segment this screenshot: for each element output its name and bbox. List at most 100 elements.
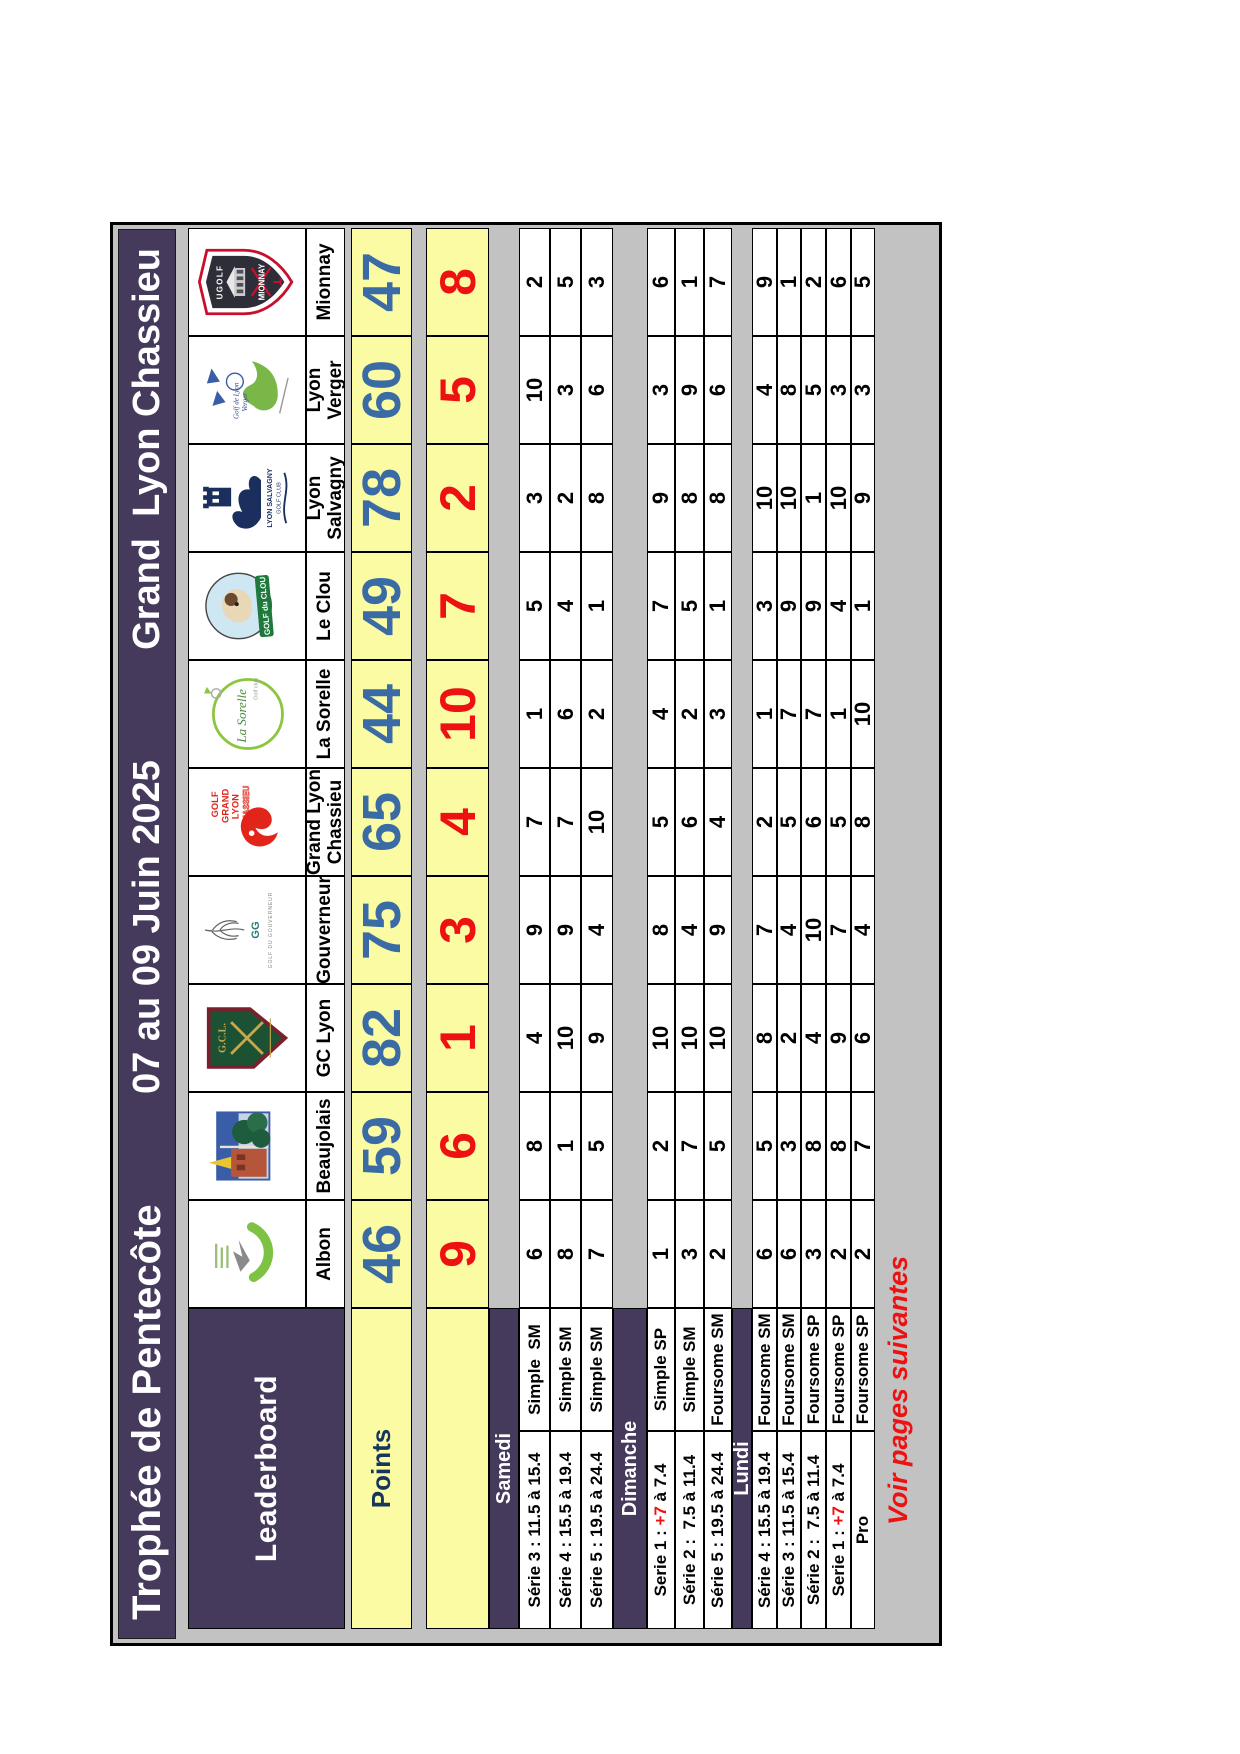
score-cell: 4 (675, 876, 704, 984)
score-cell: 9 (550, 876, 581, 984)
series-label-highlight: +7 (651, 1506, 670, 1526)
score-cell: 5 (675, 552, 704, 660)
club-name-cell: La Sorelle (306, 660, 345, 768)
club-name-cell: Le Clou (306, 552, 345, 660)
svg-text:GG: GG (250, 921, 262, 939)
score-cell: 10 (851, 660, 875, 768)
series-label-cell: Série 5 : 19.5 à 24.4 (704, 1431, 732, 1629)
albon-club-logo-icon (188, 1200, 306, 1308)
score-cell: 7 (647, 552, 675, 660)
club-name-cell: Grand Lyon Chassieu (306, 768, 345, 876)
score-cell: 8 (550, 1200, 581, 1308)
score-cell: 10 (826, 444, 851, 552)
score-cell: 8 (851, 768, 875, 876)
club-points-cell: 65 (351, 768, 412, 876)
svg-text:MIONNAY: MIONNAY (258, 263, 267, 300)
series-label-highlight: +7 (828, 1506, 848, 1526)
score-cell: 7 (801, 660, 826, 768)
series-label-pre: Série 4 : 15.5 à 19.4 (754, 1452, 774, 1608)
series-label-cell: Série 3 : 11.5 à 15.4 (777, 1431, 801, 1629)
score-cell: 6 (550, 660, 581, 768)
score-cell: 4 (851, 876, 875, 984)
club-rank-cell: 5 (426, 336, 489, 444)
series-format-cell: Simple SM (581, 1308, 613, 1431)
host-club: Grand Lyon Chassieu (125, 248, 168, 650)
score-cell: 8 (752, 984, 777, 1092)
club-name-cell: Lyon Salvagny (306, 444, 345, 552)
score-cell: 9 (581, 984, 613, 1092)
score-cell: 8 (704, 444, 732, 552)
club-rank-cell: 6 (426, 1092, 489, 1200)
club-name-cell: Albon (306, 1200, 345, 1308)
score-cell: 9 (647, 444, 675, 552)
score-cell: 8 (826, 1092, 851, 1200)
score-cell: 5 (777, 768, 801, 876)
event-dates: 07 au 09 Juin 2025 (125, 760, 168, 1094)
series-format-cell: Foursome SM (777, 1308, 801, 1431)
score-cell: 1 (801, 444, 826, 552)
score-cell: 9 (675, 336, 704, 444)
series-label-cell: Série 4 : 15.5 à 19.4 (752, 1431, 777, 1629)
club-points-cell: 78 (351, 444, 412, 552)
score-cell: 4 (777, 876, 801, 984)
gc-lyon-club-logo-icon: G.C.L. (188, 984, 306, 1092)
series-format-cell: Foursome SP (851, 1308, 875, 1431)
score-cell: 1 (777, 228, 801, 336)
day-band-1: Dimanche (613, 1308, 647, 1629)
series-label-post: à 7.4 (828, 1463, 848, 1507)
series-label-pre: Série 3 : 11.5 à 15.4 (779, 1452, 798, 1608)
score-cell: 2 (704, 1200, 732, 1308)
score-cell: 2 (647, 1092, 675, 1200)
series-label-cell: Pro (851, 1431, 875, 1629)
score-cell: 2 (801, 228, 826, 336)
club-name-cell: Mionnay (306, 228, 345, 336)
score-cell: 7 (851, 1092, 875, 1200)
svg-text:GOLF CLUB: GOLF CLUB (277, 482, 283, 514)
score-cell: 4 (801, 984, 826, 1092)
la-sorelle-club-logo-icon: La Sorelle Golf club (188, 660, 306, 768)
series-label-cell: Série 2 : 7.5 à 11.4 (675, 1431, 704, 1629)
club-rank-cell: 8 (426, 228, 489, 336)
score-cell: 10 (647, 984, 675, 1092)
score-cell: 5 (826, 768, 851, 876)
club-rank-cell: 4 (426, 768, 489, 876)
score-cell: 5 (647, 768, 675, 876)
score-cell: 5 (581, 1092, 613, 1200)
score-cell: 1 (826, 660, 851, 768)
score-cell: 6 (704, 336, 732, 444)
score-cell: 10 (801, 876, 826, 984)
score-cell: 5 (851, 228, 875, 336)
series-label-pre: Serie 1 : (828, 1525, 848, 1597)
score-cell: 3 (519, 444, 550, 552)
score-cell: 7 (826, 876, 851, 984)
series-label-pre: Série 4 : 15.5 à 19.4 (555, 1452, 575, 1608)
leaderboard-title-cell: Leaderboard (188, 1308, 345, 1629)
score-cell: 2 (675, 660, 704, 768)
score-cell: 10 (550, 984, 581, 1092)
series-format-cell: Simple SP (647, 1308, 675, 1431)
score-cell: 10 (519, 336, 550, 444)
score-cell: 7 (752, 876, 777, 984)
club-name-cell: Lyon Verger (306, 336, 345, 444)
rank-label-cell (426, 1308, 489, 1629)
series-label-cell: Série 2 : 7.5 à 11.4 (801, 1431, 826, 1629)
score-cell: 2 (581, 660, 613, 768)
score-cell: 1 (647, 1200, 675, 1308)
score-cell: 3 (752, 552, 777, 660)
score-cell: 5 (801, 336, 826, 444)
club-rank-cell: 9 (426, 1200, 489, 1308)
mionnay-club-logo-icon: UGOLF MIONNAY (188, 228, 306, 336)
score-cell: 6 (777, 1200, 801, 1308)
score-cell: 7 (581, 1200, 613, 1308)
page-title: Trophée de Pentecôte (124, 1204, 169, 1620)
scan-sheet-frame: Trophée de Pentecôte 07 au 09 Juin 2025 … (110, 222, 942, 1646)
series-label-post: à 7.4 (651, 1463, 670, 1507)
club-rank-cell: 7 (426, 552, 489, 660)
score-cell: 9 (801, 552, 826, 660)
club-rank-cell: 3 (426, 876, 489, 984)
series-format-cell: Simple SM (519, 1308, 550, 1431)
score-cell: 2 (550, 444, 581, 552)
club-name-cell: Gouverneur (306, 876, 345, 984)
series-format-cell: Simple SM (550, 1308, 581, 1431)
